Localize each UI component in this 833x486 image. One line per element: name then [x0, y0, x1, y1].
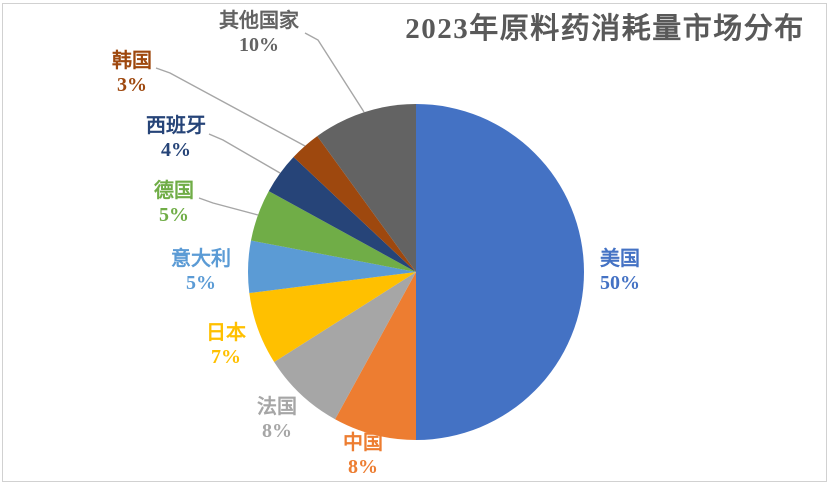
pie-label-value: 5%: [186, 272, 216, 294]
pie-label-name: 德国: [154, 180, 194, 202]
chart-title: 2023年原料药消耗量市场分布: [405, 13, 805, 45]
pie-slice-japan: [249, 272, 416, 363]
pie-label-value: 50%: [600, 272, 640, 294]
pie-label-value: 5%: [159, 204, 189, 226]
pie-label-value: 3%: [117, 74, 147, 96]
leader-line-other-countries: [304, 32, 365, 113]
pie-label-value: 7%: [211, 346, 241, 368]
pie-label-name: 韩国: [112, 50, 152, 72]
pie-slice-china: [335, 272, 416, 440]
pie-slice-spain: [268, 157, 416, 272]
pie-label-value: 10%: [239, 34, 279, 56]
pie-slice-italy: [247, 240, 416, 294]
pie-label-south-korea: 韩国 3%: [112, 49, 152, 97]
pie-slice-other-countries: [317, 104, 416, 272]
pie-slice-south-korea: [293, 136, 416, 272]
pie-label-name: 西班牙: [146, 115, 206, 137]
pie-label-name: 美国: [600, 248, 640, 270]
pie-label-name: 日本: [206, 322, 246, 344]
pie-label-usa: 美国 50%: [600, 247, 640, 295]
pie-label-italy: 意大利 5%: [171, 247, 231, 295]
leader-line-spain: [208, 133, 281, 174]
leader-line-germany: [198, 197, 259, 216]
pie-label-value: 4%: [161, 139, 191, 161]
pie-label-value: 8%: [348, 456, 378, 478]
pie-slice-germany: [250, 191, 416, 272]
pie-label-name: 意大利: [171, 248, 231, 270]
pie-label-china: 中国 8%: [343, 431, 383, 479]
pie-label-name: 其他国家: [219, 10, 299, 32]
pie-label-name: 中国: [343, 432, 383, 454]
pie-label-germany: 德国 5%: [154, 179, 194, 227]
pie-label-spain: 西班牙 4%: [146, 114, 206, 162]
pie-slice-france: [274, 272, 416, 420]
pie-label-value: 8%: [262, 420, 292, 442]
pie-label-france: 法国 8%: [257, 395, 297, 443]
pie-label-name: 法国: [257, 396, 297, 418]
pie-slice-usa: [416, 104, 584, 440]
pie-label-other-countries: 其他国家 10%: [219, 9, 299, 57]
leader-line-south-korea: [155, 67, 306, 147]
pie-label-japan: 日本 7%: [206, 321, 246, 369]
